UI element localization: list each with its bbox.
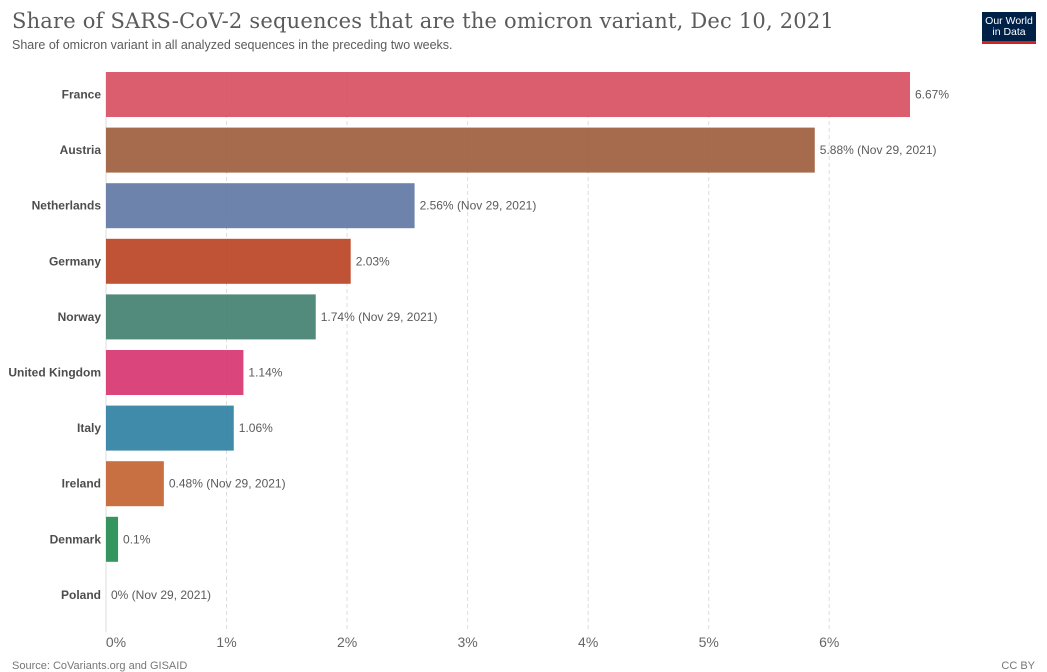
bar <box>106 72 910 117</box>
category-label: Netherlands <box>32 199 102 213</box>
category-label: Austria <box>60 143 102 157</box>
x-tick-label: 3% <box>458 634 478 650</box>
source-note[interactable]: Source: CoVariants.org and GISAID <box>12 660 188 672</box>
value-label: 1.74% (Nov 29, 2021) <box>321 310 438 324</box>
category-label: France <box>62 88 102 102</box>
chart-title: Share of SARS-CoV-2 sequences that are t… <box>12 9 834 33</box>
value-label: 1.14% <box>248 366 282 380</box>
value-label: 0% (Nov 29, 2021) <box>111 588 211 602</box>
owid-logo[interactable]: Our World in Data <box>982 12 1036 44</box>
x-tick-label: 0% <box>106 634 126 650</box>
x-tick-label: 1% <box>216 634 236 650</box>
bar <box>106 405 234 451</box>
x-tick-label: 2% <box>337 634 357 650</box>
x-tick-label: 5% <box>699 634 719 650</box>
chart-subtitle: Share of omicron variant in all analyzed… <box>12 38 453 52</box>
bar <box>106 516 119 562</box>
bar <box>106 294 316 340</box>
x-tick-label: 6% <box>819 634 839 650</box>
x-tick-label: 4% <box>578 634 598 650</box>
logo-line-2: in Data <box>992 25 1026 38</box>
category-label: Italy <box>77 421 101 435</box>
category-label: United Kingdom <box>8 366 101 380</box>
bar <box>106 461 164 507</box>
category-label: Norway <box>58 310 102 324</box>
bar <box>106 127 815 173</box>
bar <box>106 350 244 395</box>
value-label: 0.48% (Nov 29, 2021) <box>169 477 286 491</box>
logo-line-1: Our World <box>985 14 1033 27</box>
category-label: Germany <box>49 254 101 268</box>
value-label: 2.56% (Nov 29, 2021) <box>420 199 537 213</box>
category-label: Poland <box>61 588 101 602</box>
category-label: Ireland <box>62 477 101 491</box>
license-note[interactable]: CC BY <box>1001 660 1035 672</box>
value-label: 2.03% <box>356 254 390 268</box>
value-label: 0.1% <box>123 532 151 546</box>
bar <box>106 238 351 284</box>
labels: 0% 1% 2% 3% 4% 5% 6% France 6.67% Austria 5.88% (N… <box>8 88 949 651</box>
value-label: 6.67% <box>915 88 949 102</box>
bars <box>106 72 910 562</box>
value-label: 5.88% (Nov 29, 2021) <box>820 143 937 157</box>
bar <box>106 183 415 229</box>
value-label: 1.06% <box>239 421 273 435</box>
category-label: Denmark <box>50 532 102 546</box>
